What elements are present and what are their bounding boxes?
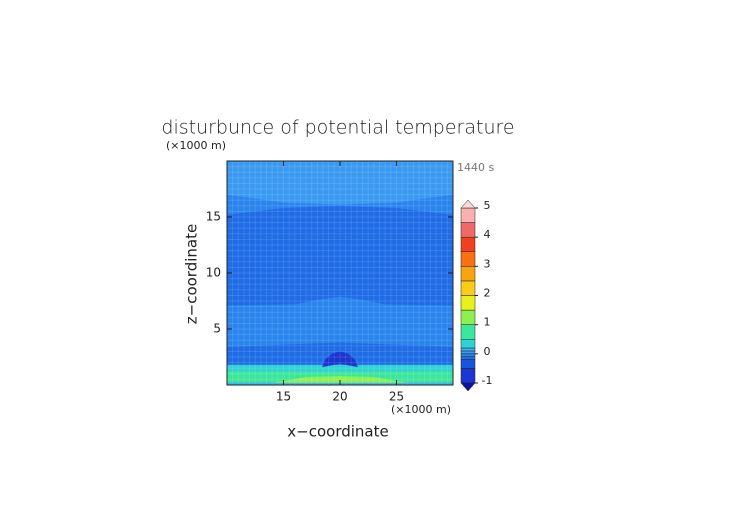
colorbar-segment [460, 309, 476, 325]
colorbar-segment [460, 280, 476, 296]
colorbar-segment [460, 266, 476, 282]
colorbar-segment [460, 236, 476, 253]
contour-region [321, 351, 359, 368]
x-tick-label: 15 [276, 390, 291, 404]
colorbar-tick-label: 1 [484, 316, 491, 329]
colorbar-segment [460, 207, 476, 223]
contour-region [272, 376, 408, 384]
colorbar-tick-label: 0 [484, 345, 491, 358]
colorbar-segment [460, 295, 476, 311]
colorbar-segment [460, 339, 476, 349]
colorbar-segment [460, 222, 476, 238]
colorbar-segment [460, 353, 476, 358]
x-tick-label: 25 [389, 390, 404, 404]
colorbar-segment [460, 359, 476, 369]
colorbar-segment [460, 350, 476, 355]
x-axis-label: x−coordinate [287, 423, 388, 441]
colorbar-segment [460, 324, 476, 340]
y-tick-label: 5 [213, 322, 221, 336]
y-tick-label: 15 [206, 210, 221, 224]
y-axis-label: z−coordinate [183, 224, 201, 324]
y-unit: (×1000 m) [166, 139, 226, 152]
colorbar-tick-label: 4 [484, 228, 491, 241]
contour-region [227, 364, 453, 372]
colorbar-tick-label: 5 [484, 199, 491, 212]
colorbar-tick-label: 3 [484, 257, 491, 270]
colorbar-segment [460, 368, 476, 384]
contour-region [227, 205, 453, 306]
contour-region [227, 161, 453, 205]
time-annotation: 1440 s [457, 161, 494, 174]
x-unit: (×1000 m) [391, 403, 451, 416]
x-tick-label: 20 [332, 390, 347, 404]
colorbar-under [460, 382, 476, 392]
colorbar-segment [460, 347, 476, 352]
colorbar-segment [460, 251, 476, 267]
colorbar-over [460, 199, 476, 209]
y-tick-label: 10 [206, 266, 221, 280]
colorbar-tick-label: 2 [484, 287, 491, 300]
colorbar-segment [460, 356, 476, 360]
colorbar-tick-label: -1 [482, 374, 493, 387]
chart-title: disturbunce of potential temperature [161, 117, 514, 139]
